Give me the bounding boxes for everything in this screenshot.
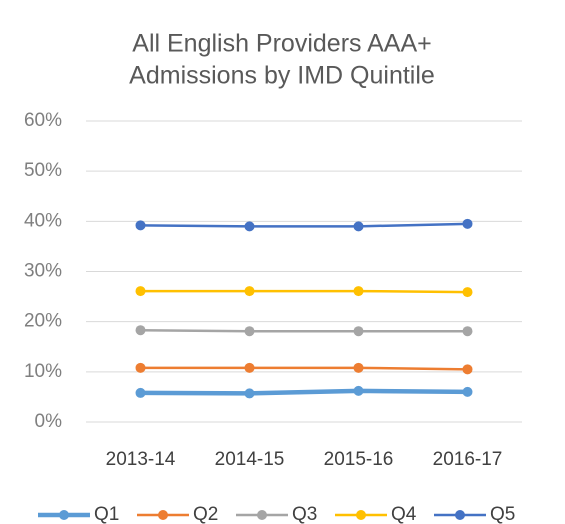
y-tick-label: 50%: [24, 160, 62, 181]
data-point: [244, 221, 255, 232]
series-line: [140, 388, 468, 396]
data-point: [135, 362, 146, 373]
y-tick-label: 60%: [24, 110, 62, 131]
data-point: [353, 221, 364, 232]
series-line: [140, 222, 468, 228]
legend-label: Q4: [391, 504, 417, 524]
chart-title: All English Providers AAA+: [132, 30, 431, 58]
data-point: [462, 218, 473, 229]
series-line: [140, 289, 468, 294]
data-point: [462, 364, 473, 375]
legend-label: Q3: [292, 504, 317, 524]
series-line: [140, 366, 468, 371]
y-tick-label: 30%: [24, 261, 62, 282]
legend-marker: [257, 510, 267, 520]
y-tick-label: 0%: [35, 411, 63, 432]
x-tick-label: 2016-17: [433, 449, 503, 470]
legend-marker: [356, 510, 366, 520]
x-tick-label: 2014-15: [215, 449, 285, 470]
data-point: [353, 385, 364, 396]
data-point: [244, 388, 255, 399]
legend-label: Q5: [490, 504, 515, 524]
data-point: [462, 326, 473, 337]
x-tick-label: 2013-14: [106, 449, 176, 470]
series-line: [140, 328, 468, 333]
x-tick-label: 2015-16: [324, 449, 394, 470]
data-point: [135, 387, 146, 398]
legend-marker: [59, 510, 69, 520]
data-point: [135, 286, 146, 297]
chart-title: Admissions by IMD Quintile: [129, 62, 435, 90]
data-point: [353, 362, 364, 373]
legend-marker: [455, 510, 465, 520]
y-tick-label: 40%: [24, 210, 62, 231]
data-point: [135, 220, 146, 231]
data-point: [353, 286, 364, 297]
data-point: [244, 326, 255, 337]
y-tick-label: 20%: [24, 311, 62, 332]
data-point: [462, 386, 473, 397]
data-point: [135, 325, 146, 336]
data-point: [353, 326, 364, 337]
data-point: [244, 286, 255, 297]
data-point: [462, 287, 473, 298]
legend-label: Q1: [94, 504, 119, 524]
legend-marker: [158, 510, 168, 520]
y-tick-label: 10%: [24, 361, 62, 382]
legend-label: Q2: [193, 504, 218, 524]
data-point: [244, 362, 255, 373]
